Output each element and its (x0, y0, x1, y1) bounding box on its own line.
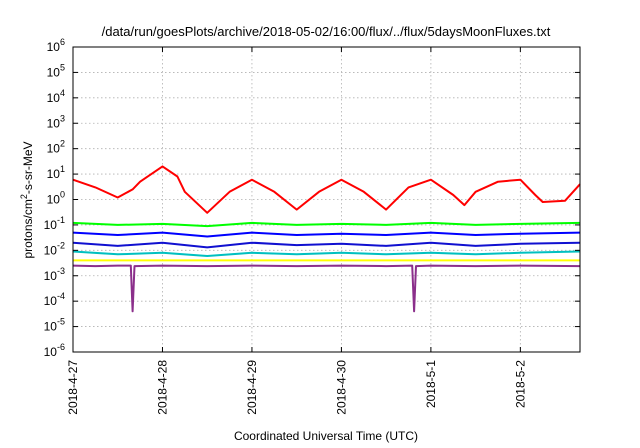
y-tick-label: 10-4 (44, 291, 65, 308)
x-tick-label: 2018-4-27 (66, 360, 80, 415)
x-tick-label: 2018-4-29 (245, 360, 259, 415)
y-tick-label: 10-3 (44, 266, 65, 283)
y-tick-label: 10-1 (44, 215, 65, 232)
y-axis-label-pre: protons/cm (21, 199, 35, 258)
series-line (72, 241, 581, 249)
y-tick-label: 102 (47, 139, 65, 156)
x-tick-label: 2018-5-1 (424, 360, 438, 408)
y-tick-label: 10-6 (44, 342, 65, 359)
y-axis-label-sup: 2 (19, 194, 29, 199)
grid-layer (72, 46, 580, 353)
series-line (72, 165, 581, 214)
series-line (72, 250, 581, 257)
x-tick-label: 2018-5-2 (513, 360, 527, 408)
y-tick-label: 10-5 (44, 317, 65, 334)
series-line (72, 221, 581, 228)
series-line (72, 231, 581, 238)
chart-title: /data/run/goesPlots/archive/2018-05-02/1… (102, 24, 551, 39)
y-axis: 10-6 10-5 10-4 10-3 10-2 10-1 100 101 102 103 104 1… (44, 37, 580, 359)
y-tick-label: 100 (47, 190, 65, 207)
y-tick-label: 105 (47, 62, 65, 79)
y-tick-label: 104 (47, 88, 65, 105)
x-tick-label: 2018-4-30 (334, 360, 348, 415)
y-tick-label: 10-2 (44, 240, 65, 257)
x-axis-label: Coordinated Universal Time (UTC) (234, 429, 418, 443)
y-tick-label: 106 (47, 37, 65, 54)
y-axis-label: protons/cm2-s-sr-MeV (19, 141, 35, 258)
series-line (72, 264, 581, 313)
series-layer (72, 165, 581, 313)
y-tick-label: 101 (47, 164, 65, 181)
y-axis-label-post: -s-sr-MeV (21, 141, 35, 194)
x-tick-label: 2018-4-28 (155, 360, 169, 415)
y-tick-label: 103 (47, 113, 65, 130)
x-axis: 2018-4-27 2018-4-28 2018-4-29 2018-4-30 2018… (66, 47, 527, 415)
